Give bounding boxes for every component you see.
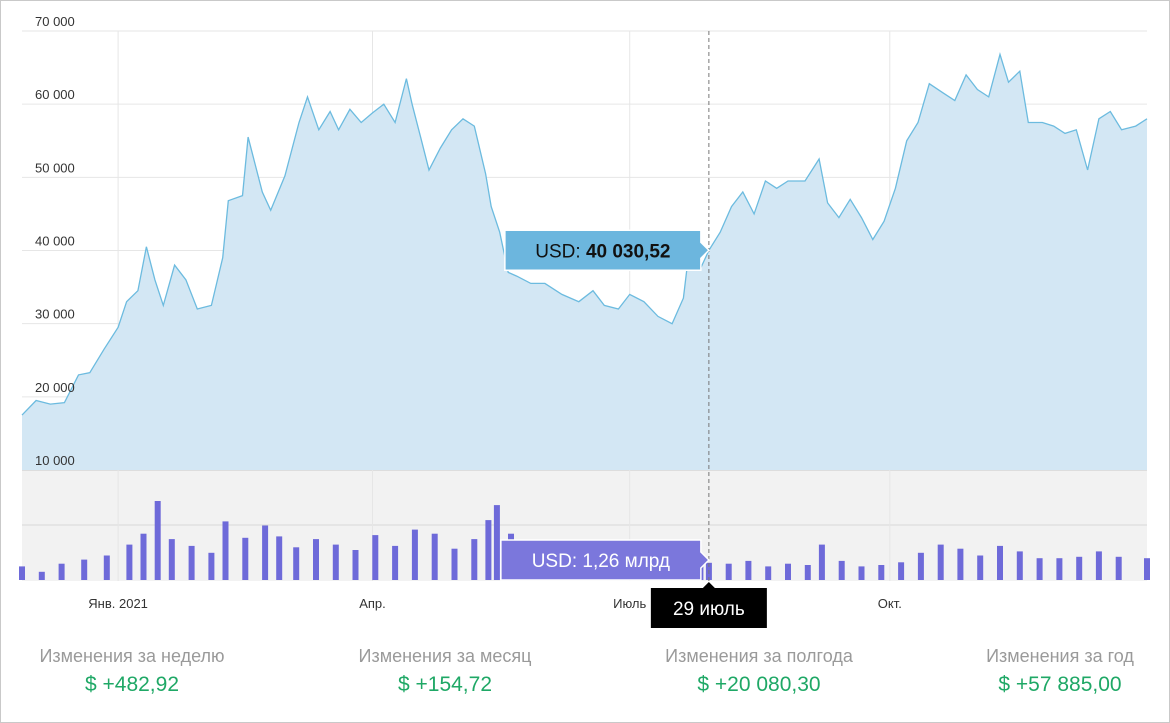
price-tooltip-text: USD: 40 030,52: [535, 241, 670, 262]
date-tooltip-box: [650, 582, 767, 628]
volume-bar: [154, 501, 161, 580]
volume-bar: [19, 566, 25, 580]
x-tick-label: Окт.: [878, 596, 902, 611]
stat-half-year-value: $ +20 080,30: [697, 673, 821, 696]
y-tick-label: 60 000: [35, 87, 75, 102]
volume-bar: [1115, 556, 1122, 580]
volume-bar: [977, 555, 984, 580]
volume-bar: [262, 525, 269, 580]
volume-bar: [1016, 551, 1023, 580]
volume-bar: [818, 544, 825, 580]
volume-bar: [168, 539, 175, 580]
volume-bar: [785, 563, 791, 580]
stat-half-year: Изменения за полгода $ +20 080,30: [629, 646, 889, 697]
x-tick-label: Янв. 2021: [88, 596, 148, 611]
price-area: [22, 54, 1147, 471]
price-tooltip-value: 40 030,52: [586, 241, 671, 262]
volume-bar: [411, 529, 418, 580]
volume-bar: [140, 533, 147, 580]
price-area-layer: [21, 52, 1148, 471]
volume-bar: [293, 547, 300, 580]
volume-bar: [431, 533, 438, 580]
stat-year-value: $ +57 885,00: [998, 673, 1122, 696]
stat-half-year-label: Изменения за полгода: [665, 646, 853, 666]
volume-bar: [1036, 558, 1043, 580]
x-axis-ticks: Янв. 2021 Апр. Июль Окт.: [88, 596, 902, 611]
volume-bar: [332, 544, 339, 580]
volume-bar: [352, 550, 359, 580]
volume-bar: [58, 563, 65, 580]
y-axis-ticks: 70 000 60 000 50 000 40 000 30 000 20 000 10 0…: [35, 14, 75, 468]
volume-bar: [372, 535, 379, 580]
volume-tooltip-box: [500, 539, 710, 581]
stat-month-value: $ +154,72: [397, 673, 492, 696]
volume-bar: [493, 505, 500, 580]
volume-bar: [725, 563, 732, 580]
volume-bar: [276, 536, 283, 580]
volume-bar: [392, 545, 399, 580]
volume-bar: [804, 565, 811, 580]
volume-bar: [1095, 551, 1102, 580]
cursor-layer: USD: 40 030,52 USD: 1,26 млрд 29 июль: [500, 31, 767, 628]
volume-bar: [222, 521, 229, 580]
x-tick-label: Апр.: [359, 596, 386, 611]
volume-bar: [858, 566, 865, 580]
volume-bar: [126, 544, 133, 580]
volume-bar: [485, 520, 492, 580]
stat-year-label: Изменения за год: [986, 646, 1134, 666]
y-tick-label: 70 000: [35, 14, 75, 29]
price-tooltip-label: USD:: [535, 241, 586, 262]
volume-bar: [188, 545, 195, 580]
volume-bar: [103, 555, 110, 580]
stat-month-label: Изменения за месяц: [358, 646, 532, 666]
volume-bar: [745, 560, 752, 580]
stat-month: Изменения за месяц $ +154,72: [315, 646, 575, 697]
change-stats: Изменения за неделю $ +482,92 Изменения …: [1, 646, 1169, 716]
volume-bar: [208, 552, 215, 580]
y-tick-label: 40 000: [35, 234, 75, 249]
stat-year: Изменения за год $ +57 885,00: [930, 646, 1169, 697]
date-tooltip-text: 29 июль: [673, 599, 745, 620]
x-tick-label: Июль: [613, 596, 646, 611]
volume-bar: [1076, 556, 1083, 580]
volume-bar: [38, 571, 45, 580]
price-line: [21, 52, 1148, 416]
y-tick-label: 30 000: [35, 307, 75, 322]
volume-bar: [451, 548, 458, 580]
volume-bar: [957, 548, 964, 580]
stat-week: Изменения за неделю $ +482,92: [2, 646, 262, 697]
stat-week-label: Изменения за неделю: [39, 646, 225, 666]
y-tick-label: 50 000: [35, 160, 75, 175]
volume-bar: [898, 562, 905, 580]
volume-bar: [471, 539, 478, 580]
volume-bar: [242, 537, 249, 580]
stat-week-value: $ +482,92: [84, 673, 179, 696]
y-tick-label: 20 000: [35, 380, 75, 395]
volume-bar: [997, 545, 1003, 580]
volume-tooltip-text: USD: 1,26 млрд: [532, 551, 670, 572]
volume-bar: [81, 559, 88, 580]
volume-bar: [937, 544, 944, 580]
volume-bar: [838, 560, 845, 580]
volume-bar: [1144, 558, 1150, 580]
price-tooltip-box: [504, 229, 710, 272]
volume-bar: [1056, 558, 1063, 580]
volume-bar: [917, 552, 924, 580]
volume-bar: [765, 566, 772, 580]
y-tick-label: 10 000: [35, 453, 75, 468]
volume-bar: [878, 565, 885, 580]
volume-bar: [313, 539, 319, 580]
price-volume-chart[interactable]: 70 000 60 000 50 000 40 000 30 000 20 000 10 0…: [1, 1, 1169, 641]
